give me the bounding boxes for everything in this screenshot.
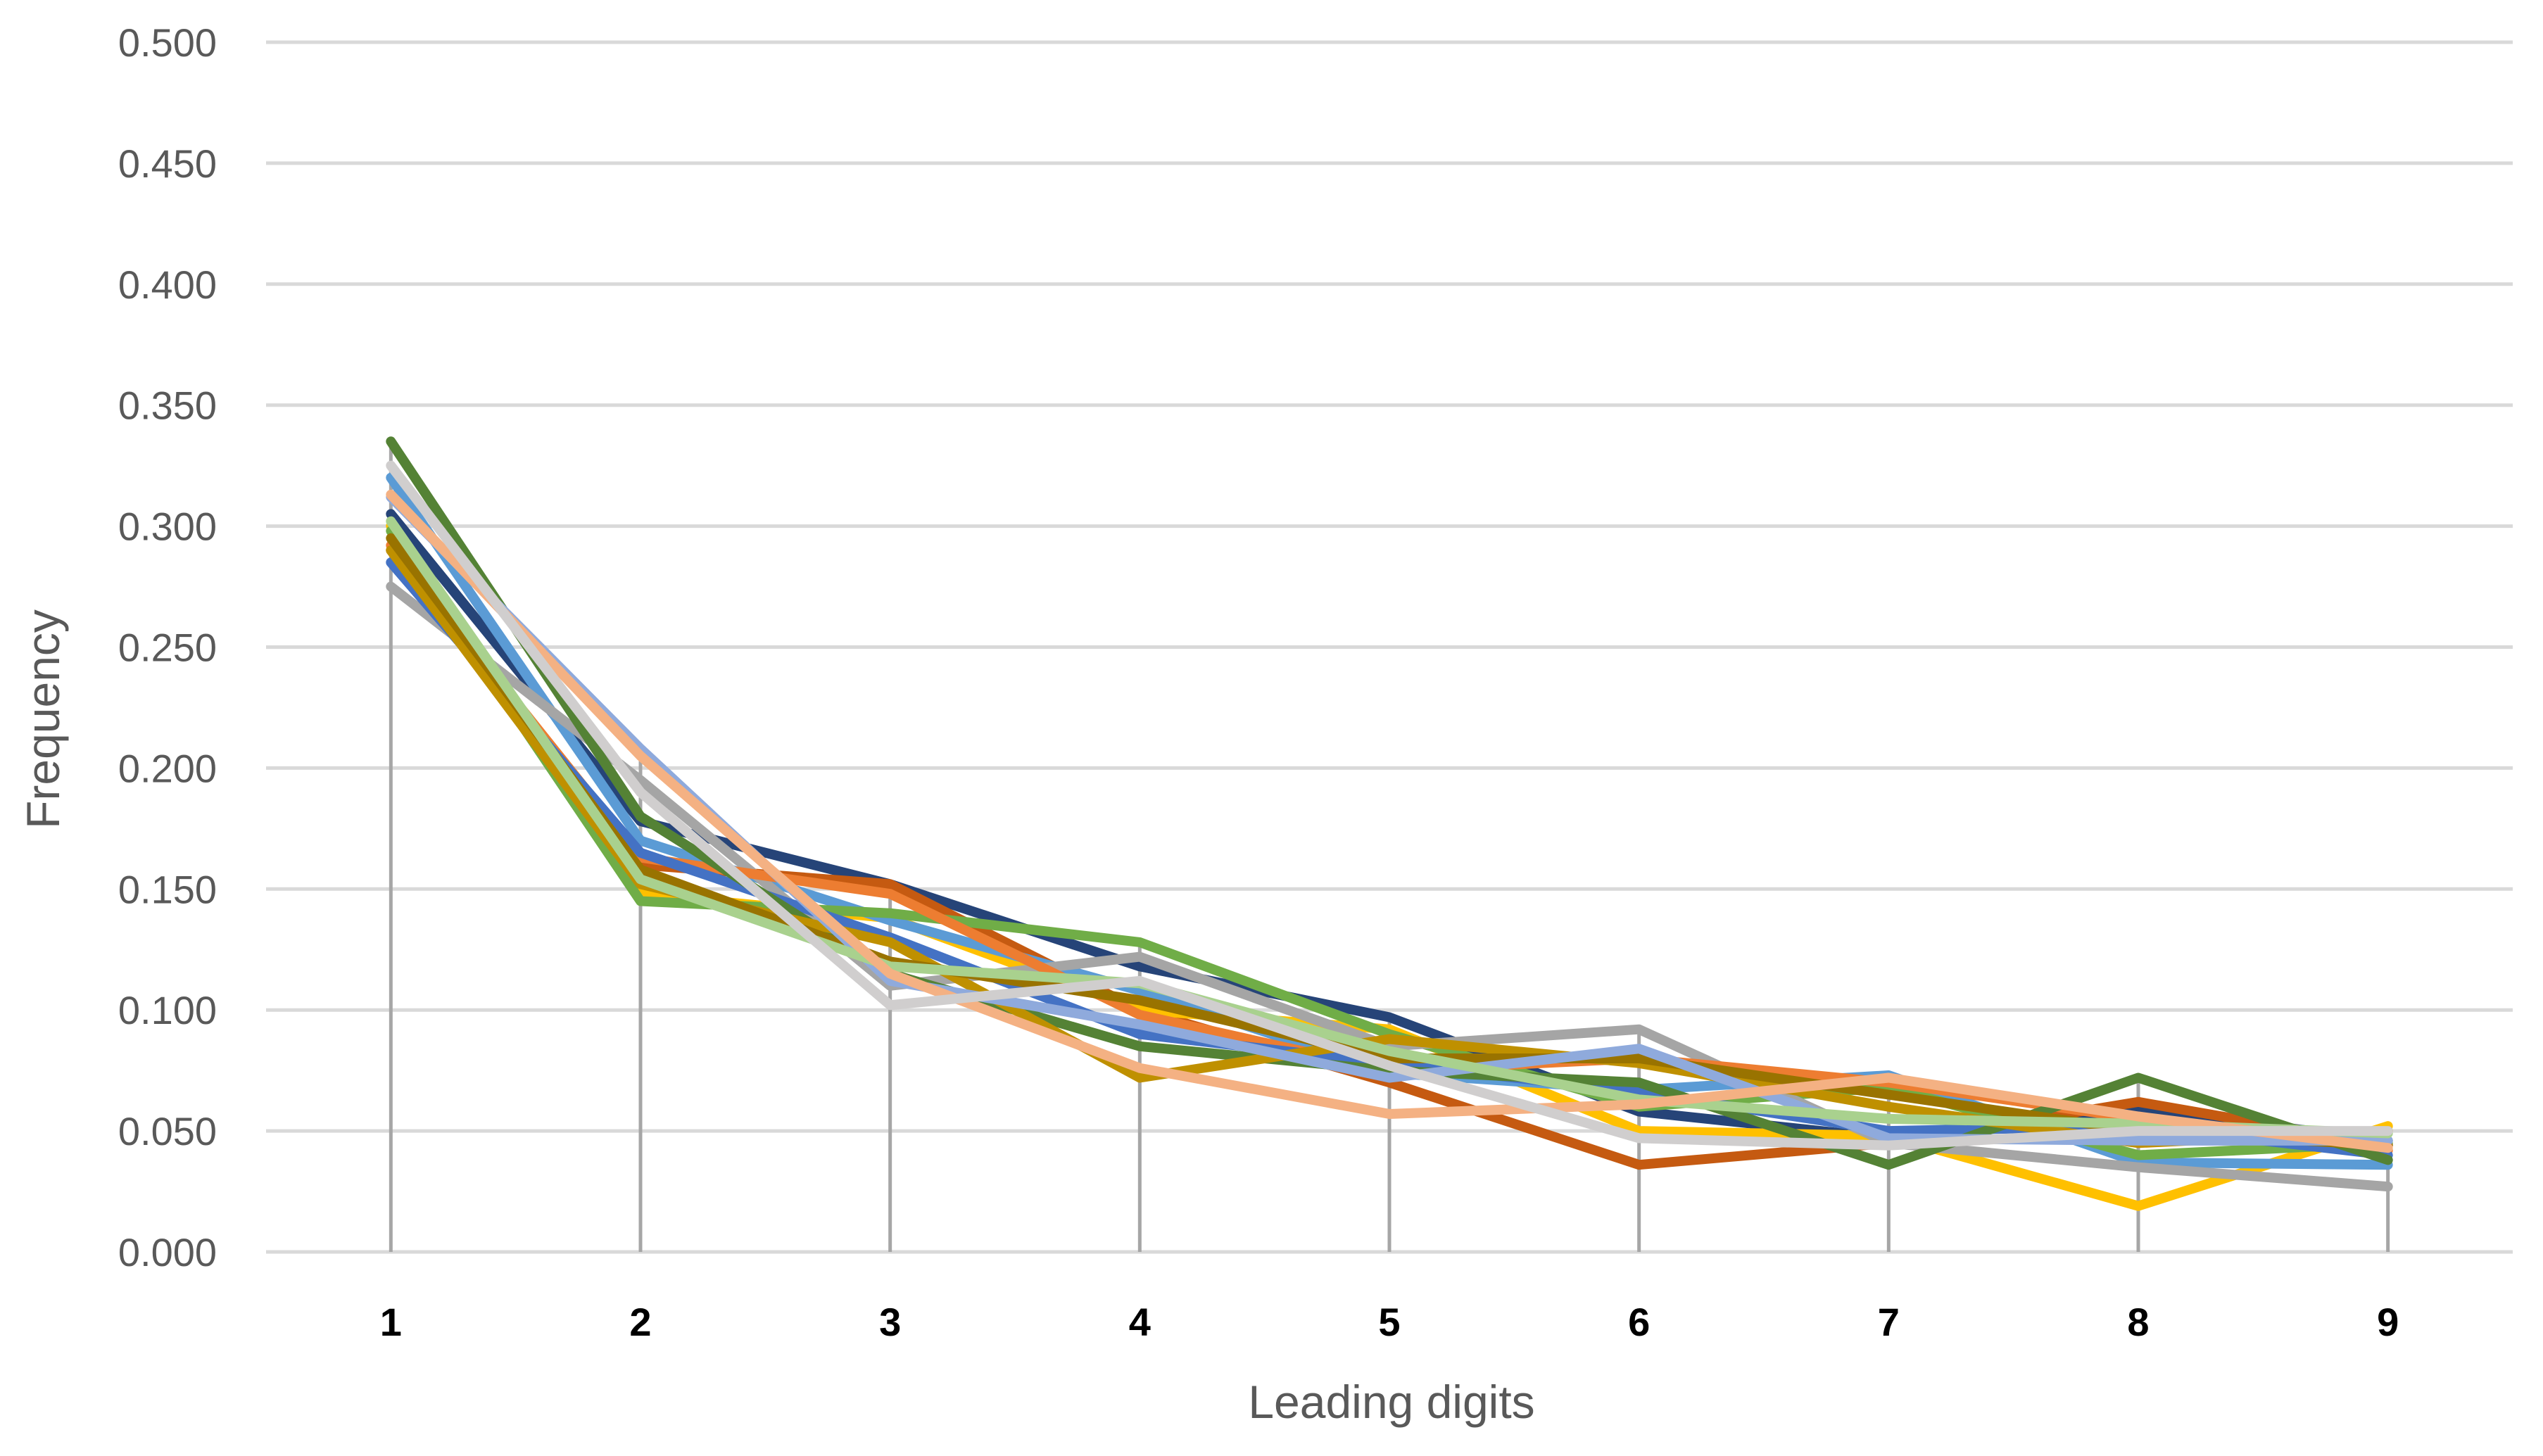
y-tick-label: 0.400 [118, 262, 217, 307]
x-tick-label: 6 [1628, 1300, 1650, 1344]
x-tick-label: 5 [1378, 1300, 1400, 1344]
x-tick-label: 1 [380, 1300, 402, 1344]
y-tick-label: 0.300 [118, 505, 217, 549]
x-tick-label: 9 [2377, 1300, 2399, 1344]
y-tick-label: 0.150 [118, 867, 217, 911]
y-tick-label: 0.500 [118, 20, 217, 65]
y-tick-label: 0.350 [118, 384, 217, 428]
y-axis-title: Frequency [17, 609, 69, 829]
y-tick-label: 0.450 [118, 141, 217, 186]
y-tick-label: 0.050 [118, 1109, 217, 1153]
x-tick-label: 3 [879, 1300, 901, 1344]
series-line [386, 516, 2393, 1139]
x-tick-label: 2 [629, 1300, 651, 1344]
x-axis-tick-labels: 1 2 3 4 5 6 7 8 9 [380, 1300, 2399, 1344]
x-tick-label: 7 [1878, 1300, 1900, 1344]
series-line [386, 460, 2393, 1151]
x-tick-label: 8 [2127, 1300, 2149, 1344]
y-tick-label: 0.200 [118, 746, 217, 790]
y-tick-label: 0.000 [118, 1230, 217, 1274]
series-line [386, 489, 2393, 1153]
x-tick-label: 4 [1129, 1300, 1151, 1344]
x-axis-title: Leading digits [1248, 1376, 1534, 1428]
y-tick-label: 0.250 [118, 626, 217, 670]
series-lines [386, 436, 2393, 1211]
y-tick-label: 0.100 [118, 988, 217, 1032]
y-axis-tick-labels: 0.000 0.050 0.100 0.150 0.200 0.250 0.300 0.350… [118, 20, 217, 1274]
